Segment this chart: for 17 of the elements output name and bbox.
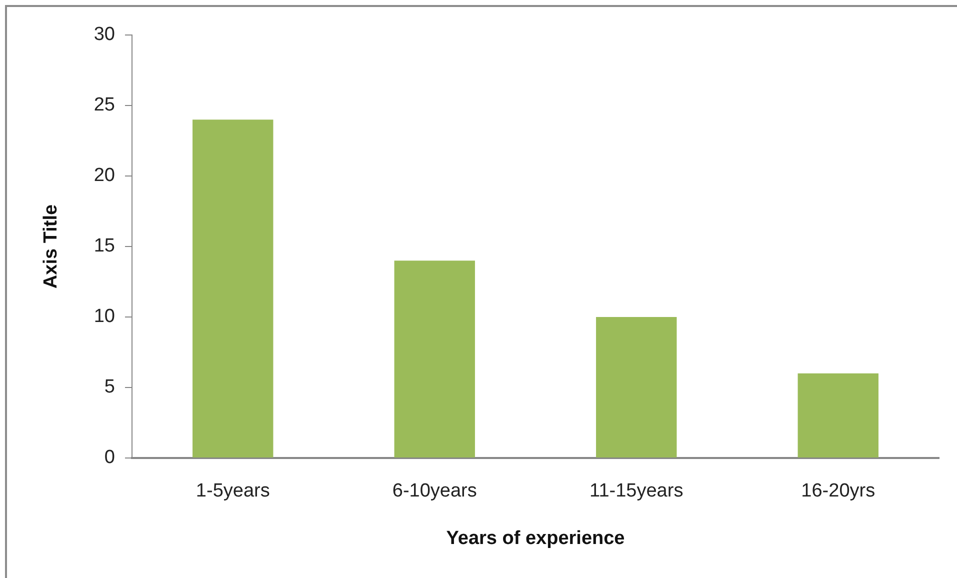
bar xyxy=(596,317,677,458)
y-axis-title: Axis Title xyxy=(40,204,62,289)
y-tick-label: 0 xyxy=(104,447,115,468)
x-tick-label: 1-5years xyxy=(196,480,270,502)
bar xyxy=(394,260,475,458)
x-tick-label: 6-10years xyxy=(392,480,477,502)
y-tick-label: 30 xyxy=(94,24,115,46)
y-tick-label: 25 xyxy=(94,94,115,116)
bar xyxy=(798,373,878,458)
y-tick-label: 5 xyxy=(104,376,115,398)
x-tick-label: 11-15years xyxy=(590,480,684,502)
bar xyxy=(192,120,274,458)
y-tick-label: 15 xyxy=(94,236,115,257)
x-axis-title: Years of experience xyxy=(446,528,625,549)
y-tick-label: 20 xyxy=(94,165,115,186)
x-tick-label: 16-20yrs xyxy=(801,480,876,502)
y-tick-label: 10 xyxy=(94,306,115,328)
